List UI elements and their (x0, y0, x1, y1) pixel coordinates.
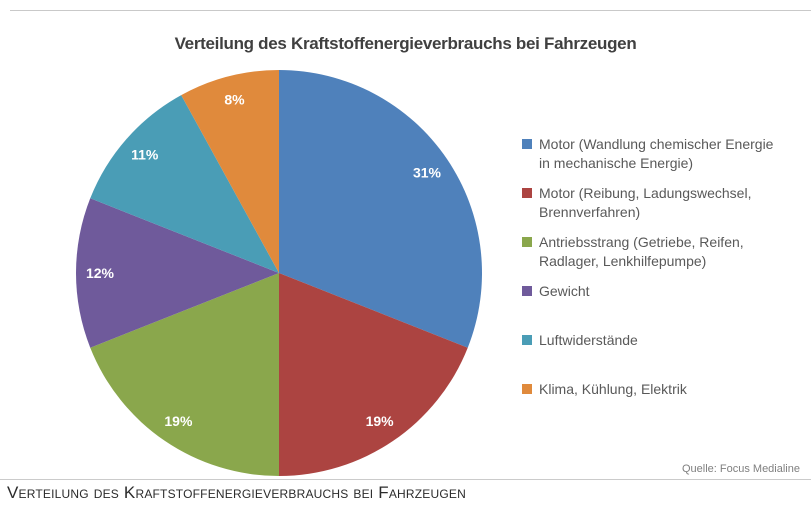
pie-slice-label-1: 31% (413, 164, 442, 180)
figure-caption: Verteilung des Kraftstoffenergieverbrauc… (7, 483, 466, 502)
legend-marker-icon (522, 139, 532, 149)
pie-slice-label-5: 11% (131, 147, 159, 163)
chart-figure: Verteilung des Kraftstoffenergieverbrauc… (0, 11, 811, 479)
legend-item-1: Motor (Wandlung chemischer Energie in mec… (522, 135, 806, 184)
pie-slice-label-4: 12% (86, 265, 115, 281)
legend-marker-icon (522, 237, 532, 247)
pie-slice-5 (90, 95, 279, 273)
pie-slice-label-3: 19% (164, 413, 193, 429)
legend-label: Gewicht (539, 283, 590, 299)
legend-label: Motor (Wandlung chemischer Energie in mec… (539, 136, 774, 171)
legend-item-6: Klima, Kühlung, Elektrik (522, 380, 806, 429)
pie-chart: 31% 19% 19% 12% 11% 8% (76, 70, 482, 476)
legend-label: Klima, Kühlung, Elektrik (539, 381, 687, 397)
pie-slice-6 (181, 70, 279, 273)
legend-item-3: Antriebsstrang (Getriebe, Reifen, Radlage… (522, 233, 806, 282)
legend-marker-icon (522, 286, 532, 296)
legend-item-5: Luftwiderstände (522, 331, 806, 380)
legend-label: Motor (Reibung, Ladungswechsel, Brennverf… (539, 185, 752, 220)
top-divider (10, 10, 811, 11)
pie-slice-1 (279, 70, 482, 348)
legend: Motor (Wandlung chemischer Energie in mec… (522, 135, 806, 429)
legend-label: Antriebsstrang (Getriebe, Reifen, Radlage… (539, 234, 744, 269)
legend-marker-icon (522, 384, 532, 394)
legend-item-2: Motor (Reibung, Ladungswechsel, Brennverf… (522, 184, 806, 233)
pie-slice-3 (90, 273, 279, 476)
legend-item-4: Gewicht (522, 282, 806, 331)
legend-marker-icon (522, 335, 532, 345)
pie-slice-2 (279, 273, 468, 476)
caption-bar: Verteilung des Kraftstoffenergieverbrauc… (0, 479, 811, 505)
pie-slice-label-6: 8% (224, 92, 245, 108)
legend-label: Luftwiderstände (539, 332, 638, 348)
pie-slice-4 (76, 198, 279, 348)
pie-slice-label-2: 19% (366, 413, 395, 429)
chart-title: Verteilung des Kraftstoffenergieverbrauc… (174, 34, 637, 53)
source-note: Quelle: Focus Medialine (681, 463, 800, 475)
legend-marker-icon (522, 188, 532, 198)
